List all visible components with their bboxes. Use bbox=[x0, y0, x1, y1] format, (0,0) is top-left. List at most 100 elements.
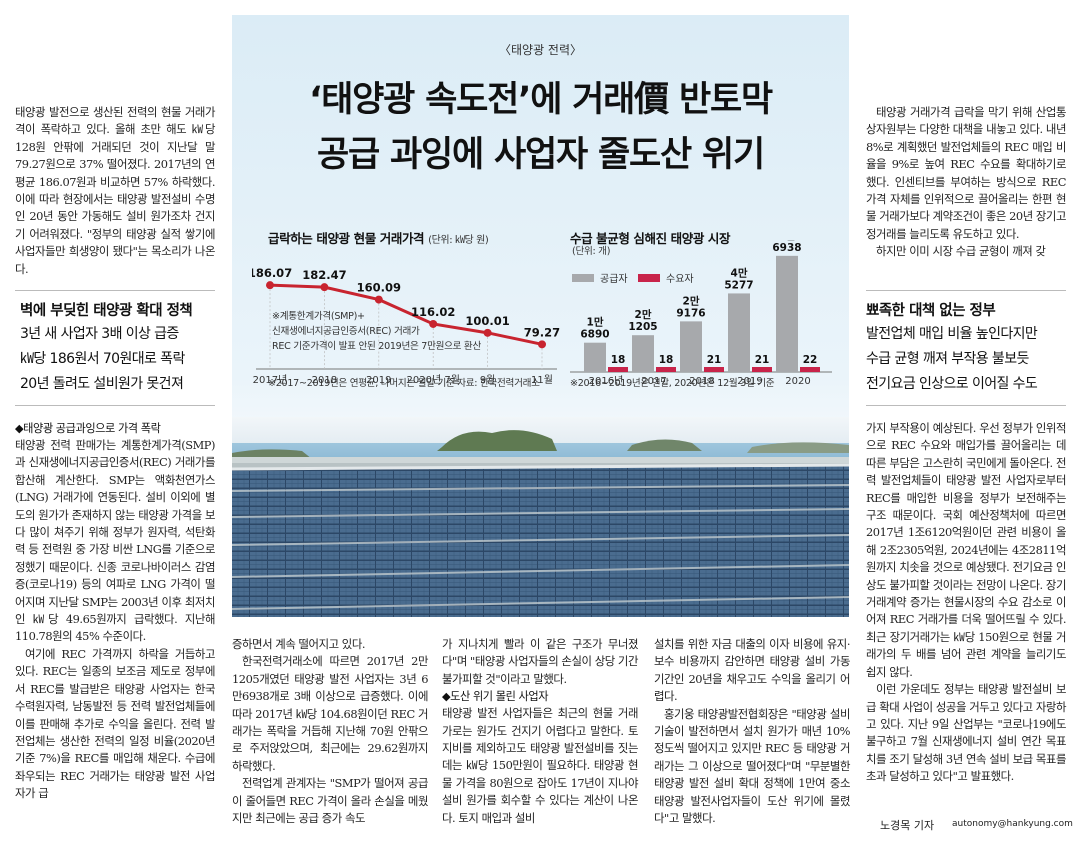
line-chart-point-3 bbox=[429, 319, 438, 328]
mid3-paragraph-1: 설치를 위한 자금 대출의 이자 비용에 유지·보수 비용까지 감안하면 태양광… bbox=[654, 637, 850, 704]
bar-supplier-label-top-0: 1만 bbox=[587, 316, 604, 329]
line-chart-title-text: 급락하는 태양광 현물 거래가격 bbox=[268, 231, 425, 246]
bar-chart-title: 수급 불균형 심해진 태양광 시장 bbox=[570, 231, 731, 246]
mid2-paragraph-2: 태양광 발전 사업자들은 최근의 현물 거래가로는 원가도 건지기 어렵다고 말… bbox=[442, 706, 638, 825]
line-chart-point-2 bbox=[374, 295, 383, 304]
bar-supplier-0 bbox=[584, 342, 606, 372]
line-chart-footnote: ※2017~2019년은 연평균, 나머지는 월말 기준 자료: 한국전력거래소 bbox=[268, 378, 540, 389]
line-chart-value-label-3: 116.02 bbox=[411, 305, 455, 319]
line-chart-point-1 bbox=[320, 283, 329, 292]
inset-note-line-3: REC 기준가격이 발표 안된 2019년은 7만원으로 환산 bbox=[272, 341, 481, 352]
right-lead-paragraph: 태양광 거래가격 급락을 막기 위해 산업통상자원부는 다양한 대책을 내놓고 … bbox=[866, 105, 1066, 241]
bar-x-tick-2: 2018 bbox=[689, 376, 714, 387]
line-chart-x-tick-3: 2020년 7월 bbox=[407, 374, 460, 386]
bar-consumer-1 bbox=[656, 367, 676, 372]
bar-consumer-3 bbox=[752, 367, 772, 372]
line-chart-series bbox=[269, 283, 543, 346]
bar-x-tick-0: 2016년 bbox=[589, 375, 624, 387]
bar-chart: 공급자 수요자1만6890182016년2만12051820172만9176212… bbox=[570, 240, 832, 387]
bar-supplier-label-top-4: 6만 bbox=[779, 240, 796, 242]
right-subhead-1: 발전업체 매입 비율 높인다지만 bbox=[866, 326, 1038, 342]
left-subhead-3: 20년 돌려도 설비원가 못건져 bbox=[20, 376, 184, 392]
reporter-email: autonomy@hankyung.com bbox=[952, 819, 1073, 829]
mid1-paragraph-3: 전력업계 관계자는 "SMP가 떨어져 공급이 줄어들면 REC 가격이 올라 … bbox=[232, 776, 428, 826]
bar-consumer-label-0: 18 bbox=[611, 354, 626, 366]
bar-supplier-label-bottom-0: 6890 bbox=[580, 329, 609, 341]
headline-line-1: ‘태양광 속도전’에 거래價 반토막 bbox=[309, 80, 773, 120]
bar-supplier-label-bottom-3: 5277 bbox=[724, 279, 753, 291]
line-chart-point-4 bbox=[483, 328, 492, 337]
bar-supplier-3 bbox=[728, 293, 750, 372]
mid3-paragraph-2: 홍기웅 태양광발전협회장은 "태양광 설비 기술이 발전하면서 설치 원가가 매… bbox=[654, 706, 850, 826]
mid1-paragraph-1: 증하면서 계속 떨어지고 있다. bbox=[232, 637, 366, 651]
right-divider-top bbox=[866, 290, 1066, 291]
inset-note-line-1: ※계통한계가격(SMP)+ bbox=[272, 311, 365, 322]
mid2-section-title: ◆도산 위기 몰린 사업자 bbox=[442, 690, 549, 704]
left-divider-top bbox=[15, 290, 215, 291]
solar-farm-photo bbox=[232, 417, 849, 617]
right-subhead-3: 전기요금 인상으로 이어질 수도 bbox=[866, 376, 1038, 392]
bar-supplier-label-bottom-1: 1205 bbox=[628, 321, 657, 333]
line-chart-value-label-5: 79.27 bbox=[524, 325, 560, 339]
middle-column-1: 증하면서 계속 떨어지고 있다. 한국전력거래소에 따르면 2017년 2만12… bbox=[232, 636, 428, 827]
bar-supplier-label-top-3: 4만 bbox=[731, 266, 748, 279]
right-divider-bottom bbox=[866, 405, 1066, 406]
left-divider-bottom bbox=[15, 405, 215, 406]
right-section-headline: 뾰족한 대책 없는 정부 bbox=[866, 303, 996, 319]
right-lead-paragraph-2: 하지만 이미 시장 수급 균형이 깨져 갖 bbox=[876, 244, 1046, 259]
bar-supplier-4 bbox=[776, 255, 798, 372]
bar-chart-unit: (단위: 개) bbox=[572, 246, 611, 257]
bar-x-tick-4: 2020 bbox=[785, 376, 810, 387]
inset-note-line-2: 신재생에너지공급인증서(REC) 거래가 bbox=[272, 326, 420, 337]
bar-x-tick-1: 2017 bbox=[641, 376, 666, 387]
kicker-label: 〈태양광 전력〉 bbox=[498, 43, 582, 57]
bar-consumer-label-3: 21 bbox=[755, 354, 770, 366]
line-chart-x-tick-0: 2017년 bbox=[253, 374, 288, 386]
right-subhead-2: 수급 균형 깨져 부작용 불보듯 bbox=[866, 351, 1029, 367]
bar-supplier-label-bottom-2: 9176 bbox=[676, 307, 705, 319]
middle-column-2: 가 지나치게 빨라 이 같은 구조가 무너졌다"며 "태양광 사업자들의 손실이… bbox=[442, 636, 638, 827]
mid1-paragraph-2: 한국전력거래소에 따르면 2017년 2만1205개였던 태양광 발전 사업자는… bbox=[232, 654, 428, 773]
line-chart-point-5 bbox=[538, 340, 546, 349]
bar-supplier-label-top-1: 2만 bbox=[635, 308, 652, 321]
left-lead-paragraph: 태양광 발전으로 생산된 전력의 현물 거래가격이 폭락하고 있다. 올해 초만… bbox=[15, 105, 215, 276]
bar-consumer-0 bbox=[608, 367, 628, 372]
bar-supplier-2 bbox=[680, 321, 702, 372]
middle-column-3: 설치를 위한 자금 대출의 이자 비용에 유지·보수 비용까지 감안하면 태양광… bbox=[654, 636, 850, 827]
left-body-paragraph-1: 태양광 전력 판매가는 계통한계가격(SMP)과 신재생에너지공급인증서(REC… bbox=[15, 438, 215, 644]
line-chart-value-label-0: 186.07 bbox=[252, 266, 292, 280]
left-body-paragraph-2: 여기에 REC 가격까지 하락을 거듭하고 있다. REC는 일종의 보조금 제… bbox=[15, 646, 215, 801]
line-chart: 186.07 2017년 182.47 2018 160.09 2019 116.02 202… bbox=[252, 266, 560, 386]
line-chart-unit: (단위: ㎾당 원) bbox=[428, 235, 489, 246]
line-chart-x-tick-5: 11월 bbox=[531, 374, 553, 386]
bar-supplier-label-bottom-4: 6938 bbox=[772, 242, 801, 254]
right-lead-text: 태양광 거래가격 급락을 막기 위해 산업통상자원부는 다양한 대책을 내놓고 … bbox=[866, 104, 1066, 261]
bar-supplier-label-top-2: 2만 bbox=[683, 294, 700, 307]
bar-supplier-1 bbox=[632, 335, 654, 372]
solar-farm-illustration bbox=[232, 417, 849, 617]
bar-consumer-2 bbox=[704, 367, 724, 372]
line-chart-x-tick-4: 9월 bbox=[480, 374, 496, 386]
mid2-paragraph-1: 가 지나치게 빨라 이 같은 구조가 무너졌다"며 "태양광 사업자들의 손실이… bbox=[442, 637, 638, 686]
bar-chart-footnote: ※2016~2019년은 연말, 2020년은 12월 3일 기준 bbox=[570, 378, 775, 389]
bar-consumer-label-1: 18 bbox=[659, 354, 674, 366]
bar-consumer-label-4: 22 bbox=[803, 354, 818, 366]
line-chart-inset-note: ※계통한계가격(SMP)+ 신재생에너지공급인증서(REC) 거래가 REC 기… bbox=[272, 309, 481, 354]
bar-legend-label-consumer: 수요자 bbox=[666, 273, 694, 285]
bar-legend-label-supplier: 공급자 bbox=[600, 273, 628, 285]
bar-legend-swatch-consumer bbox=[638, 274, 660, 282]
left-subhead-1: 3년 새 사업자 3배 이상 급증 bbox=[20, 326, 179, 342]
right-body-paragraph-2: 이런 가운데도 정부는 태양광 발전설비 보급 확대 사업이 성공을 거두고 있… bbox=[866, 682, 1066, 784]
bar-consumer-4 bbox=[800, 367, 820, 372]
reporter-name: 노경목 기자 bbox=[880, 819, 935, 832]
headline-line-2: 공급 과잉에 사업자 줄도산 위기 bbox=[317, 135, 765, 175]
bar-x-tick-3: 2019 bbox=[737, 376, 762, 387]
line-chart-x-tick-1: 2018 bbox=[312, 375, 337, 386]
bar-consumer-label-2: 21 bbox=[707, 354, 722, 366]
line-chart-x-tick-2: 2019 bbox=[366, 375, 391, 386]
left-body-text: ◆태양광 공급과잉으로 가격 폭락 태양광 전력 판매가는 계통한계가격(SMP… bbox=[15, 420, 215, 803]
bar-legend-swatch-supplier bbox=[572, 274, 594, 282]
line-chart-value-label-4: 100.01 bbox=[465, 314, 509, 328]
left-lead-text: 태양광 발전으로 생산된 전력의 현물 거래가격이 폭락하고 있다. 올해 초만… bbox=[15, 104, 215, 278]
right-body-text: 가지 부작용이 예상된다. 우선 정부가 인위적으로 REC 수요와 매입가를 … bbox=[866, 420, 1066, 786]
